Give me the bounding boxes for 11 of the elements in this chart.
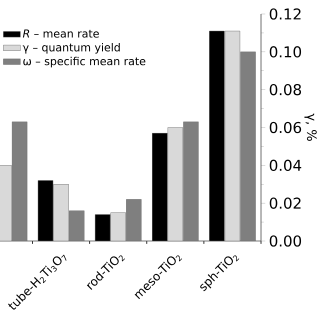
y-tick-label: 0.10 — [270, 46, 302, 58]
y-tick-label: 0.06 — [270, 122, 302, 134]
y-tick-label: 0.02 — [270, 198, 301, 209]
legend-label: ω – specific mean rate — [23, 56, 146, 68]
legend-label: γ – quantum yield — [22, 43, 120, 54]
y-tick-label: 0.08 — [270, 84, 302, 96]
y-tick-label: 0.12 — [270, 8, 301, 20]
y-tick-label: 0.04 — [270, 160, 302, 171]
y-tick-label: 0.00 — [270, 235, 302, 247]
legend-label: R – mean rate — [22, 30, 99, 38]
y-axis-title: γ, % — [304, 114, 317, 141]
